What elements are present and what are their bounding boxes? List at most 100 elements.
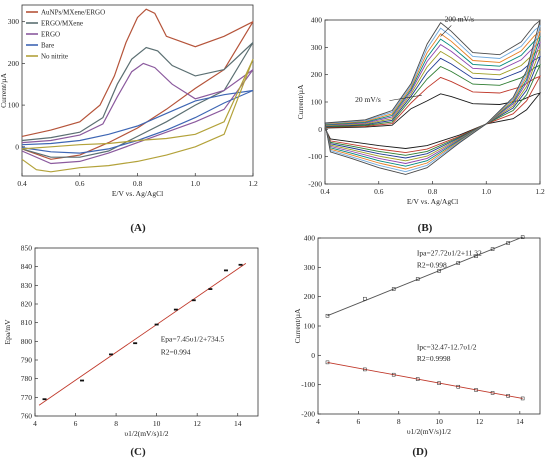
data-point [173,308,178,311]
data-point [109,353,114,356]
fit-r-squared-anodic: R2=0.998 [417,260,447,269]
cv-curve-forward [21,42,254,142]
y-tick-label: 820 [21,300,33,309]
legend-label: No nitrite [41,53,68,61]
cv-curve-reverse [21,69,254,165]
annotation-arrow [440,25,452,37]
y-tick-label: 100 [304,322,316,331]
x-tick-label: 8 [397,417,401,426]
annotation-20-mv-s: 20 mV/s [355,95,381,104]
panel-label-a: (A) [130,222,146,234]
data-point [520,396,525,401]
cv-curve-scan-rate [324,75,541,154]
y-axis-title: Current/µA [296,84,305,119]
x-tick-label: 12 [193,419,201,428]
cv-curve-reverse [21,58,254,173]
data-point [391,287,396,291]
y-tick-label: 200 [8,59,20,68]
x-tick-label: 0.4 [320,187,330,196]
y-tick-label: 0 [311,351,315,360]
data-point [42,398,47,401]
y-tick-label: 100 [8,101,20,110]
data-point [490,391,495,395]
cv-curve-scan-rate [324,25,541,173]
y-tick-label: -100 [301,380,315,389]
y-tick-label: 400 [311,16,323,25]
data-point [208,288,213,290]
data-point [437,269,441,273]
annotation-arrow [389,94,422,101]
x-axis-title: E/V vs. Ag/AgCl [407,197,458,206]
fit-line [38,262,247,406]
x-tick-label: 10 [153,419,161,428]
panel-c-peak-potential-plot: 4 6 8 10 12 14760770780790800810820830840850υ… [3,244,259,438]
fit-r-squared: R2=0.994 [161,347,191,356]
y-tick-label: 0 [15,142,19,151]
cv-curve-scan-rate [324,36,541,167]
y-tick-label: 780 [21,374,33,383]
cv-curve-reverse [21,89,254,154]
panel-a-cyclic-voltammograms: 0.4 0.6 0.8 1.0 1.2 0 100 200 300 E/V vs. Ag/AgCl… [0,4,258,198]
y-tick-label: 760 [21,412,33,421]
x-tick-label: 8 [114,419,118,428]
y-tick-label: 200 [311,70,323,79]
x-tick-label: 12 [476,417,484,426]
fit-equation-anodic: Ipa=27.72υ1/2+11.32 [417,249,482,258]
x-tick-label: 4 [33,419,37,428]
x-tick-label: 0.8 [428,187,438,196]
panel-label-c: (C) [130,446,146,458]
data-point [415,277,420,281]
y-tick-label: 300 [304,263,316,272]
data-point [325,313,330,318]
legend-label: AuNPs/MXene/ERGO [41,9,105,17]
data-point [391,372,396,377]
fit-line [327,362,523,399]
data-point [474,254,478,258]
data-point [474,388,478,392]
data-point [133,342,138,345]
x-tick-label: 14 [516,417,524,426]
y-axis-title: Current/µA [0,73,8,108]
data-point [437,381,441,385]
y-tick-label: 800 [21,337,33,346]
fit-equation: Epa=7.45υ1/2+734.5 [161,334,225,343]
cv-curve-scan-rate [324,30,541,170]
panel-b-scan-rate-voltammograms: 0.4 0.6 0.8 1.0 1.2 -200 -100 0 100 200 300 400 E/V … [296,14,545,206]
y-tick-label: -100 [308,152,322,161]
y-tick-label: 770 [21,393,33,402]
x-tick-label: 0.8 [133,179,143,188]
data-point [490,247,495,251]
annotation-200-mv-s: 200 mV/s [445,14,474,23]
data-point [415,377,420,381]
x-tick-label: 1.0 [482,187,492,196]
y-tick-label: 200 [304,292,316,301]
y-tick-label: -200 [308,180,322,189]
cv-curve-forward [21,89,254,146]
y-tick-label: 790 [21,356,33,365]
fit-r-squared-cathodic: R2=0.9998 [417,354,451,363]
cv-curve-forward [21,58,254,150]
cv-curve-scan-rate [324,64,541,156]
data-point [520,235,525,239]
y-tick-label: 850 [21,244,33,253]
legend-label: Bare [41,42,54,50]
cv-curve-scan-rate [324,19,541,175]
cv-curve-reverse [21,42,254,158]
data-point [363,367,367,372]
panel-label-b: (B) [418,222,433,234]
x-tick-label: 6 [356,417,360,426]
x-axis-title: υ1/2(mV/s)1/2 [124,429,168,438]
panel-d-peak-current-plot: 4 6 8 10 12 14 -200 -100 0 100 200 300 400 υ1/2(mV/s)… [293,234,541,436]
data-point [154,323,159,326]
y-tick-label: 830 [21,281,33,290]
cv-curve-reverse [21,21,254,160]
data-point [506,241,510,245]
plot-frame [34,247,259,417]
x-tick-label: 1.2 [535,187,545,196]
data-point [506,394,510,398]
x-tick-label: 10 [435,417,443,426]
data-point [191,299,196,302]
legend-label: ERGO/MXene [41,20,83,28]
y-tick-label: 100 [311,98,323,107]
